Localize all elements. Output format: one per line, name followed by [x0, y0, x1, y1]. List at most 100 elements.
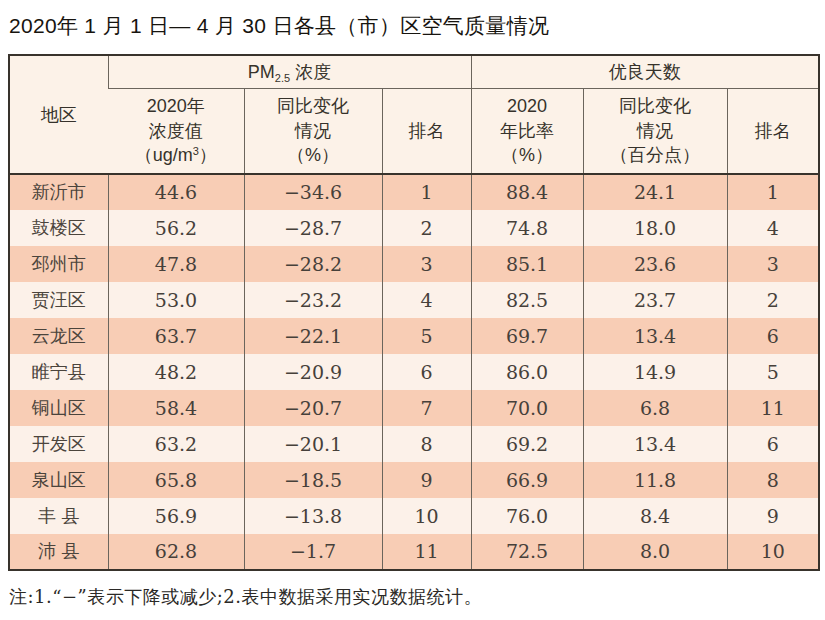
header-good-rate: 2020 年比率 （%） [471, 88, 583, 174]
pm25-label-rest: 浓度 [290, 62, 331, 82]
pm-value-cell: 62.8 [108, 534, 244, 570]
header-pm-change-line2: 情况 [245, 119, 382, 143]
region-cell: 鼓楼区 [9, 210, 108, 246]
good-change-cell: 23.6 [583, 246, 727, 282]
good-rate-cell: 82.5 [471, 282, 583, 318]
pm-change-cell: −34.6 [244, 174, 382, 210]
table-row: 泉山区 65.8 −18.5 9 66.9 11.8 8 [9, 462, 819, 498]
good-rank-cell: 8 [727, 462, 819, 498]
pm-change-cell: −20.1 [244, 426, 382, 462]
good-change-cell: 23.7 [583, 282, 727, 318]
pm25-label-subscript: 2.5 [275, 72, 290, 84]
footnote: 注:1.“−”表示下降或减少;2.表中数据采用实况数据统计。 [9, 585, 818, 609]
good-rate-cell: 66.9 [471, 462, 583, 498]
pm-rank-cell: 3 [382, 246, 471, 282]
region-cell: 铜山区 [9, 390, 108, 426]
pm-change-cell: −13.8 [244, 498, 382, 534]
pm-change-cell: −18.5 [244, 462, 382, 498]
good-rank-cell: 9 [727, 498, 819, 534]
pm-rank-cell: 10 [382, 498, 471, 534]
header-group-good-days: 优良天数 [471, 55, 819, 88]
pm-value-cell: 58.4 [108, 390, 244, 426]
pm-value-cell: 53.0 [108, 282, 244, 318]
good-change-cell: 11.8 [583, 462, 727, 498]
header-good-change: 同比变化 情况 （百分点） [583, 88, 727, 174]
header-good-change-line1: 同比变化 [584, 94, 727, 118]
region-cell: 丰 县 [9, 498, 108, 534]
page: 2020年 1 月 1 日— 4 月 30 日各县（市）区空气质量情况 地区 P… [0, 0, 825, 620]
pm-change-cell: −23.2 [244, 282, 382, 318]
pm-rank-cell: 1 [382, 174, 471, 210]
pm-rank-cell: 11 [382, 534, 471, 570]
header-pm-change: 同比变化 情况 （%） [244, 88, 382, 174]
region-cell: 开发区 [9, 426, 108, 462]
good-rate-cell: 76.0 [471, 498, 583, 534]
pm-change-cell: −28.7 [244, 210, 382, 246]
good-rank-cell: 10 [727, 534, 819, 570]
pm-change-cell: −20.7 [244, 390, 382, 426]
good-rank-cell: 2 [727, 282, 819, 318]
good-rank-cell: 4 [727, 210, 819, 246]
good-change-cell: 8.4 [583, 498, 727, 534]
header-good-change-line2: 情况 [584, 119, 727, 143]
pm-value-cell: 47.8 [108, 246, 244, 282]
good-rate-cell: 69.7 [471, 318, 583, 354]
table-row: 邳州市 47.8 −28.2 3 85.1 23.6 3 [9, 246, 819, 282]
pm-value-cell: 65.8 [108, 462, 244, 498]
pm-value-cell: 48.2 [108, 354, 244, 390]
table-row: 贾汪区 53.0 −23.2 4 82.5 23.7 2 [9, 282, 819, 318]
good-rate-cell: 85.1 [471, 246, 583, 282]
pm-value-cell: 44.6 [108, 174, 244, 210]
pm-rank-cell: 2 [382, 210, 471, 246]
table-header: 地区 PM2.5 浓度 优良天数 2020年 浓度值 （ug/m3） 同比变化 … [9, 55, 819, 174]
header-good-rate-line1: 2020 [472, 94, 583, 118]
good-rank-cell: 6 [727, 318, 819, 354]
pm-value-cell: 63.2 [108, 426, 244, 462]
header-pm-change-line3: （%） [245, 143, 382, 167]
good-rank-cell: 3 [727, 246, 819, 282]
pm-change-cell: −22.1 [244, 318, 382, 354]
header-sub-row: 2020年 浓度值 （ug/m3） 同比变化 情况 （%） 排名 2020 年比… [9, 88, 819, 174]
region-cell: 邳州市 [9, 246, 108, 282]
header-group-row: 地区 PM2.5 浓度 优良天数 [9, 55, 819, 88]
header-good-rank: 排名 [727, 88, 819, 174]
good-rank-cell: 5 [727, 354, 819, 390]
good-change-cell: 18.0 [583, 210, 727, 246]
good-rate-cell: 74.8 [471, 210, 583, 246]
table-body: 新沂市 44.6 −34.6 1 88.4 24.1 1 鼓楼区 56.2 −2… [9, 174, 819, 570]
good-change-cell: 6.8 [583, 390, 727, 426]
region-cell: 新沂市 [9, 174, 108, 210]
pm-rank-cell: 9 [382, 462, 471, 498]
good-rank-cell: 6 [727, 426, 819, 462]
table-row: 丰 县 56.9 −13.8 10 76.0 8.4 9 [9, 498, 819, 534]
good-rate-cell: 69.2 [471, 426, 583, 462]
good-rank-cell: 1 [727, 174, 819, 210]
pm25-label: PM2.5 浓度 [248, 62, 331, 82]
region-cell: 云龙区 [9, 318, 108, 354]
pm-change-cell: −1.7 [244, 534, 382, 570]
pm-rank-cell: 7 [382, 390, 471, 426]
table-row: 鼓楼区 56.2 −28.7 2 74.8 18.0 4 [9, 210, 819, 246]
header-group-pm25: PM2.5 浓度 [108, 55, 471, 88]
table-row: 新沂市 44.6 −34.6 1 88.4 24.1 1 [9, 174, 819, 210]
header-good-rate-line2: 年比率 [472, 119, 583, 143]
header-pm-value-line1: 2020年 [108, 94, 244, 118]
table-row: 开发区 63.2 −20.1 8 69.2 13.4 6 [9, 426, 819, 462]
header-good-rate-line3: （%） [472, 143, 583, 167]
pm-change-cell: −28.2 [244, 246, 382, 282]
page-title: 2020年 1 月 1 日— 4 月 30 日各县（市）区空气质量情况 [9, 12, 818, 39]
good-rate-cell: 70.0 [471, 390, 583, 426]
air-quality-table: 地区 PM2.5 浓度 优良天数 2020年 浓度值 （ug/m3） 同比变化 … [8, 54, 820, 571]
table-row: 沛 县 62.8 −1.7 11 72.5 8.0 10 [9, 534, 819, 570]
good-change-cell: 8.0 [583, 534, 727, 570]
good-rate-cell: 88.4 [471, 174, 583, 210]
good-rank-cell: 11 [727, 390, 819, 426]
region-cell: 泉山区 [9, 462, 108, 498]
good-rate-cell: 86.0 [471, 354, 583, 390]
header-good-change-line3: （百分点） [584, 143, 727, 167]
good-change-cell: 13.4 [583, 426, 727, 462]
good-rate-cell: 72.5 [471, 534, 583, 570]
region-cell: 睢宁县 [9, 354, 108, 390]
header-pm-value: 2020年 浓度值 （ug/m3） [108, 88, 244, 174]
header-pm-rank: 排名 [382, 88, 471, 174]
